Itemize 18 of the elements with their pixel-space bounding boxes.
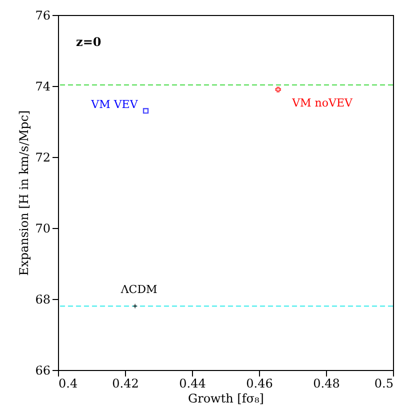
x-tick-label: 0.4 — [58, 376, 78, 390]
x-tick-label: 0.5 — [374, 376, 394, 390]
x-axis-title: Growth [fσ₈] — [188, 392, 264, 406]
series-label: VM VEV — [90, 98, 139, 111]
y-tick-label: 70 — [35, 222, 50, 236]
x-tick-label: 0.48 — [313, 376, 340, 390]
annotation: z=0 — [76, 35, 102, 49]
y-tick-label: 72 — [35, 150, 50, 164]
y-tick-label: 74 — [35, 80, 51, 94]
series-label: ΛCDM — [120, 283, 158, 296]
y-tick-label: 76 — [35, 8, 50, 22]
y-axis-title: Expansion [H in km/s/Mpc] — [17, 110, 32, 276]
x-tick-label: 0.44 — [179, 376, 206, 390]
y-tick-label: 68 — [35, 292, 50, 306]
x-tick-label: 0.42 — [112, 376, 139, 390]
series-label: VM noVEV — [291, 96, 354, 110]
y-tick-label: 66 — [35, 364, 50, 378]
x-tick-label: 0.46 — [246, 376, 273, 390]
